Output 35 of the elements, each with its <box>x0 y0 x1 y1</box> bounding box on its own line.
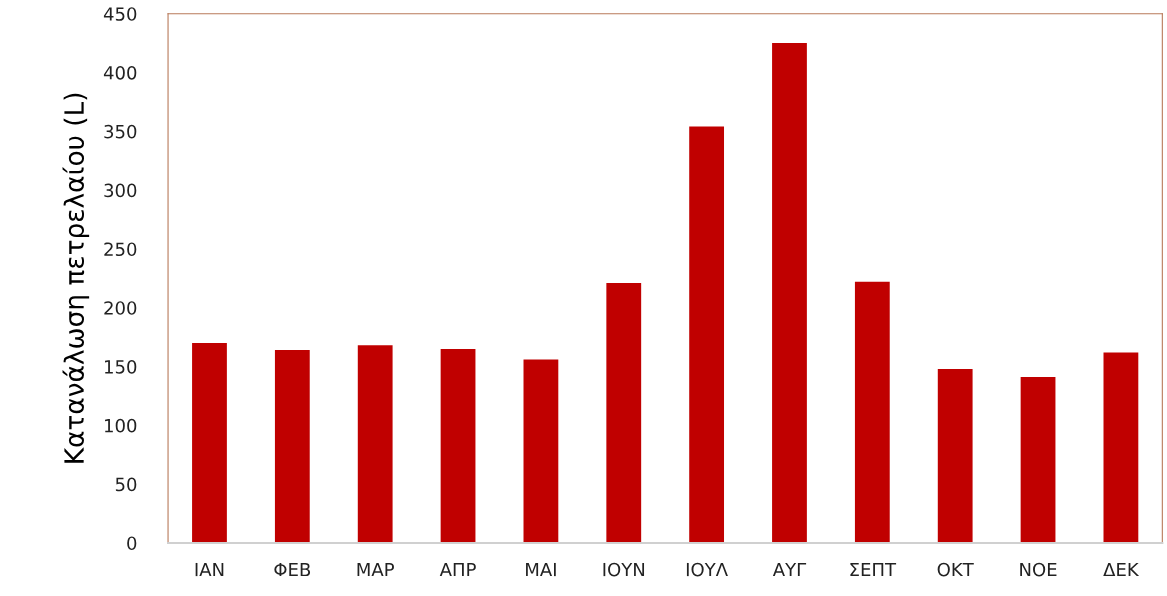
bar <box>440 348 476 543</box>
bar <box>192 343 227 543</box>
y-tick-label: 350 <box>104 124 137 139</box>
x-tick-label: ΜΑΡ <box>357 562 394 577</box>
bar <box>606 283 642 543</box>
y-axis-title: Κατανάλωση πετρελαίου (L) <box>62 93 90 463</box>
bar <box>523 359 559 543</box>
bar <box>274 350 310 543</box>
bar <box>772 43 807 543</box>
y-tick-label: 450 <box>103 7 137 21</box>
bar <box>1103 352 1139 543</box>
x-tick-label: ΙΟΥΝ <box>603 562 645 577</box>
x-tick-label: ΟΚΤ <box>937 562 974 577</box>
bar <box>1020 377 1056 543</box>
y-tick-label: 250 <box>104 242 137 257</box>
x-tick-label: ΝΟΕ <box>1020 562 1057 577</box>
x-tick-label: ΙΑΝ <box>195 562 224 577</box>
x-tick-label: ΦΕΒ <box>274 562 311 577</box>
bar <box>854 281 890 543</box>
x-tick-label: ΙΟΥΛ <box>686 562 728 577</box>
x-tick-label: ΔΕΚ <box>1103 562 1140 577</box>
x-tick-label: ΑΠΡ <box>439 562 476 577</box>
bar <box>937 368 973 543</box>
y-tick-label: 100 <box>105 418 137 433</box>
y-tick-label: 300 <box>104 183 137 198</box>
x-tick-label: ΑΥΓ <box>772 562 807 577</box>
bar <box>357 345 393 543</box>
x-tick-label: ΣΕΠΤ <box>850 562 897 577</box>
y-tick-label: 200 <box>104 301 137 315</box>
y-tick-label: 0 <box>127 536 137 551</box>
bar <box>689 126 725 543</box>
y-tick-label: 50 <box>115 477 137 492</box>
x-tick-label: ΜΑΙ <box>526 562 556 577</box>
y-tick-label: 400 <box>103 65 137 80</box>
y-tick-label: 150 <box>105 360 137 374</box>
